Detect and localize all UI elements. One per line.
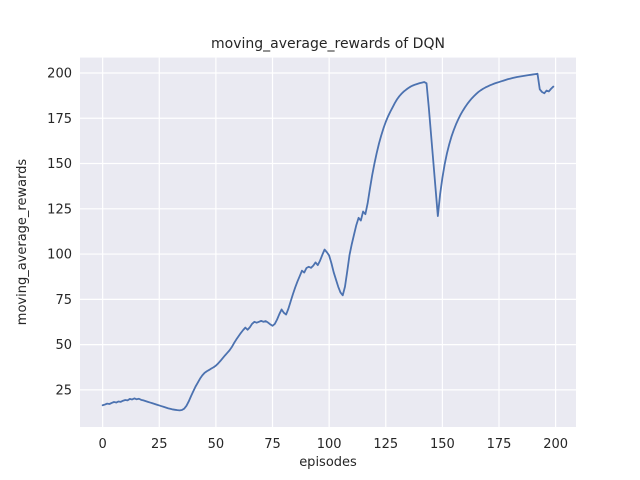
plot-area (80, 57, 576, 427)
y-tick-labels: 25 50 75 100 125 150 175 200 (47, 66, 72, 398)
y-axis-label: moving_average_rewards (15, 159, 30, 326)
y-tick-label: 125 (47, 202, 72, 217)
y-tick-label: 175 (47, 112, 72, 127)
x-tick-label: 175 (487, 437, 512, 452)
x-tick-label: 25 (151, 437, 168, 452)
y-tick-label: 75 (55, 293, 72, 308)
y-tick-label: 50 (55, 338, 72, 353)
y-tick-label: 100 (47, 248, 72, 263)
reward-line (101, 72, 555, 412)
y-tick-label: 150 (47, 157, 72, 172)
y-tick-label: 25 (55, 383, 72, 398)
x-axis-label: episodes (299, 455, 357, 470)
x-tick-label: 0 (99, 437, 107, 452)
x-tick-label: 100 (317, 437, 342, 452)
y-tick-label: 200 (47, 66, 72, 81)
series-lines (101, 72, 555, 412)
x-tick-labels: 0 25 50 75 100 125 150 175 200 (99, 437, 569, 452)
chart-title: moving_average_rewards of DQN (211, 36, 445, 52)
x-tick-label: 75 (264, 437, 281, 452)
x-tick-label: 150 (430, 437, 455, 452)
x-tick-label: 50 (208, 437, 225, 452)
x-tick-label: 200 (543, 437, 568, 452)
x-tick-label: 125 (373, 437, 398, 452)
